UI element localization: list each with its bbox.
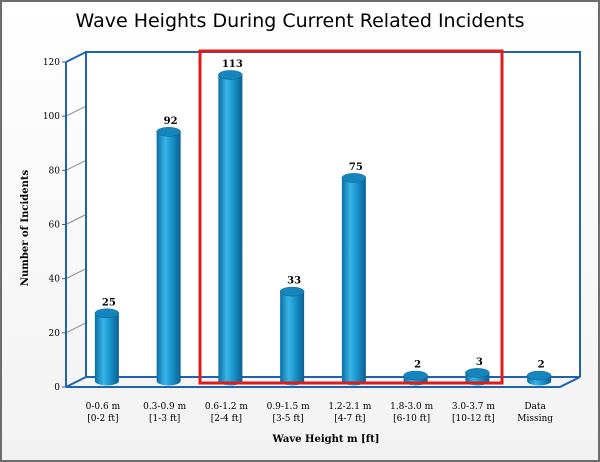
bar bbox=[218, 70, 243, 386]
data-label: 2 bbox=[538, 360, 545, 371]
chart-title: Wave Heights During Current Related Inci… bbox=[75, 10, 525, 32]
plot-side-edge bbox=[65, 51, 87, 63]
bar-cap bbox=[526, 370, 552, 381]
bar-body bbox=[341, 177, 366, 386]
y-tick-label: 120 bbox=[43, 58, 60, 68]
gridline-side bbox=[65, 214, 87, 225]
bar bbox=[526, 370, 552, 386]
bar-body bbox=[218, 74, 243, 386]
bar bbox=[279, 286, 305, 386]
x-category-labels: 0-0.6 m [0-2 ft] 0.3-0.9 m [1-3 ft] 0.6-1.2 … bbox=[86, 402, 554, 424]
gridline-side bbox=[65, 268, 87, 280]
x-tick-label: [1-3 ft] bbox=[149, 414, 180, 424]
x-tick-label: Missing bbox=[517, 414, 553, 424]
data-label: 25 bbox=[102, 297, 116, 308]
highlight-box bbox=[198, 49, 504, 385]
y-tick-label: 80 bbox=[49, 166, 61, 176]
bar-cap bbox=[94, 308, 120, 319]
x-tick-label: 0-0.6 m bbox=[86, 402, 121, 412]
bar-cap bbox=[465, 368, 490, 378]
bar-body bbox=[94, 313, 119, 386]
y-tick-label: 0 bbox=[54, 383, 60, 393]
bar-cap bbox=[341, 173, 367, 183]
data-label: 3 bbox=[476, 357, 483, 368]
y-tick-label: 60 bbox=[49, 221, 61, 231]
bar-cap bbox=[218, 70, 243, 80]
bars bbox=[94, 70, 552, 386]
y-tick-label: 40 bbox=[49, 275, 61, 285]
bar-body bbox=[156, 131, 181, 386]
data-label: 92 bbox=[164, 116, 178, 127]
data-label: 113 bbox=[222, 59, 243, 70]
x-tick-label: [4-7 ft] bbox=[334, 414, 365, 424]
data-label: 2 bbox=[414, 360, 421, 371]
y-tick-label: 100 bbox=[43, 112, 60, 122]
x-tick-label: 0.9-1.5 m bbox=[267, 402, 311, 412]
x-tick-label: 3.0-3.7 m bbox=[452, 402, 496, 412]
y-axis-title: Number of Incidents bbox=[20, 170, 31, 287]
bar-cap bbox=[156, 127, 181, 137]
gridline-side bbox=[65, 322, 87, 334]
y-tick-labels: 0 20 40 60 80 100 120 bbox=[43, 58, 60, 393]
highlight-rectangle bbox=[198, 49, 504, 385]
x-tick-label: Data bbox=[524, 402, 546, 412]
data-label: 75 bbox=[349, 162, 363, 173]
x-tick-label: 1.2-2.1 m bbox=[328, 402, 372, 412]
bar-cap bbox=[403, 370, 428, 381]
bar bbox=[156, 127, 181, 386]
data-label: 33 bbox=[287, 276, 301, 287]
data-labels: 25 92 113 33 75 2 3 2 bbox=[102, 59, 545, 371]
x-axis-title: Wave Height m [ft] bbox=[272, 434, 380, 445]
x-tick-label: [3-5 ft] bbox=[272, 414, 303, 424]
bar bbox=[341, 173, 367, 386]
bar-cap bbox=[279, 286, 305, 297]
bar bbox=[94, 308, 120, 386]
x-tick-label: [2-4 ft] bbox=[211, 414, 242, 424]
x-tick-label: 0.6-1.2 m bbox=[205, 402, 249, 412]
y-tick-label: 20 bbox=[49, 329, 61, 339]
x-tick-label: [0-2 ft] bbox=[87, 414, 118, 424]
gridline-side bbox=[65, 105, 87, 117]
bar-body bbox=[280, 291, 305, 386]
x-tick-label: 0.3-0.9 m bbox=[143, 402, 187, 412]
x-tick-label: 1.8-3.0 m bbox=[390, 402, 434, 412]
x-tick-label: [6-10 ft] bbox=[393, 414, 430, 424]
gridline-side bbox=[65, 159, 87, 171]
x-tick-label: [10-12 ft] bbox=[452, 414, 495, 424]
